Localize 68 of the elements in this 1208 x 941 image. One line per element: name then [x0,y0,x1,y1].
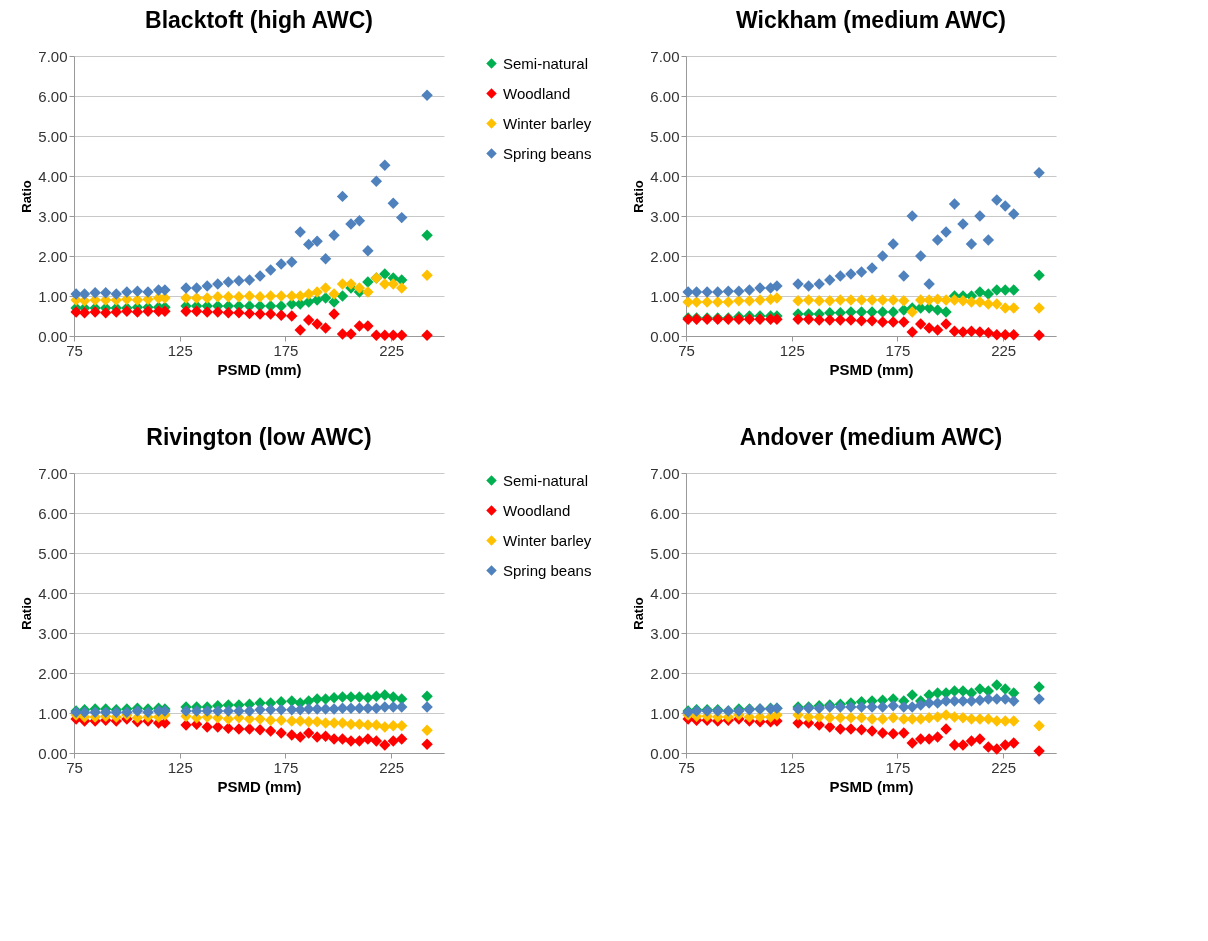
y-axis-title: Ratio [631,180,647,213]
chart-title: Rivington (low AWC) [146,424,372,450]
chart-title: Andover (medium AWC) [739,424,1003,450]
x-tick-label: 175 [273,758,299,776]
x-axis-title: PSMD (mm) [829,777,914,795]
x-tick-label: 75 [66,341,83,359]
y-tick-label: 4.00 [38,584,68,602]
legend-label: Semi-natural [503,54,589,72]
y-tick-label: 3.00 [38,207,68,225]
x-axis-title: PSMD (mm) [217,777,302,795]
y-tick-label: 4.00 [650,584,680,602]
y-axis-title: Ratio [19,597,35,630]
y-tick-label: 6.00 [650,87,680,105]
y-tick-label: 0.00 [38,744,68,762]
y-tick-label: 0.00 [38,327,68,345]
y-tick-label: 7.00 [650,47,680,65]
legend-label: Semi-natural [503,471,589,489]
y-tick-label: 3.00 [650,207,680,225]
y-tick-label: 1.00 [650,287,680,305]
x-tick-label: 225 [379,341,405,359]
y-tick-label: 5.00 [650,127,680,145]
y-tick-label: 2.00 [38,247,68,265]
y-tick-label: 2.00 [38,664,68,682]
x-tick-label: 125 [779,341,805,359]
y-tick-label: 6.00 [38,504,68,522]
y-axis-title: Ratio [631,597,647,630]
x-tick-label: 125 [167,341,193,359]
y-tick-label: 7.00 [38,47,68,65]
chart-title: Wickham (medium AWC) [736,7,1006,33]
x-tick-label: 225 [379,758,405,776]
y-tick-label: 5.00 [650,544,680,562]
y-tick-label: 5.00 [38,127,68,145]
y-tick-label: 5.00 [38,544,68,562]
y-tick-label: 2.00 [650,247,680,265]
x-tick-label: 75 [678,758,695,776]
legend-label: Woodland [503,84,571,102]
y-tick-label: 0.00 [650,327,680,345]
y-tick-label: 2.00 [650,664,680,682]
legend-label: Spring beans [503,561,592,579]
y-tick-label: 7.00 [650,464,680,482]
x-tick-label: 175 [885,341,911,359]
y-tick-label: 3.00 [38,624,68,642]
x-tick-label: 75 [678,341,695,359]
x-axis-title: PSMD (mm) [829,360,914,378]
legend-label: Winter barley [503,531,592,549]
legend-label: Woodland [503,501,571,519]
x-axis-title: PSMD (mm) [217,360,302,378]
legend-label: Winter barley [503,114,592,132]
y-tick-label: 4.00 [650,167,680,185]
x-tick-label: 175 [273,341,299,359]
y-tick-label: 1.00 [650,704,680,722]
y-tick-label: 1.00 [38,704,68,722]
legend-label: Spring beans [503,144,592,162]
y-tick-label: 4.00 [38,167,68,185]
y-axis-title: Ratio [19,180,35,213]
chart-title: Blacktoft (high AWC) [145,7,373,33]
x-tick-label: 125 [167,758,193,776]
x-tick-label: 125 [779,758,805,776]
y-tick-label: 6.00 [38,87,68,105]
y-tick-label: 0.00 [650,744,680,762]
x-tick-label: 225 [991,758,1017,776]
y-tick-label: 3.00 [650,624,680,642]
y-tick-label: 7.00 [38,464,68,482]
x-tick-label: 225 [991,341,1017,359]
x-tick-label: 175 [885,758,911,776]
x-tick-label: 75 [66,758,83,776]
y-tick-label: 1.00 [38,287,68,305]
y-tick-label: 6.00 [650,504,680,522]
